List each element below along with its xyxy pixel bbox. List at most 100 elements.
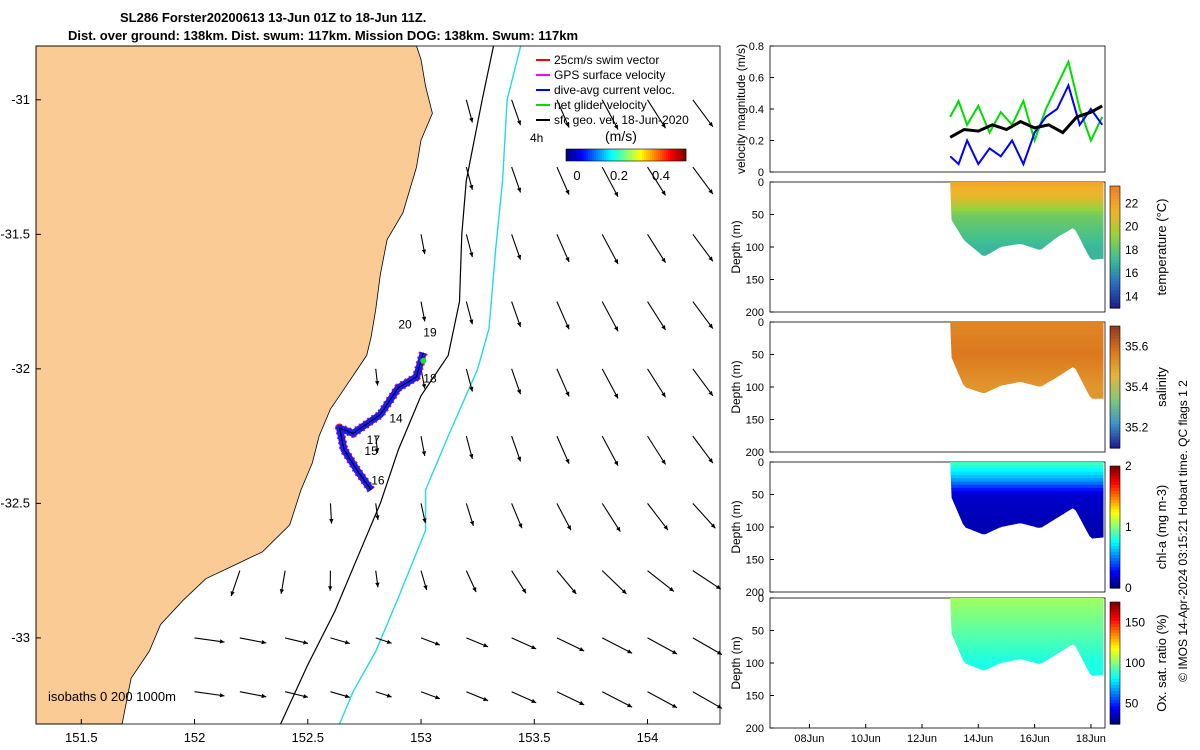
chla-colorbar-cell — [1110, 472, 1120, 476]
salinity-colorbar-cell — [1110, 408, 1120, 412]
oxygen-section-band — [950, 650, 1104, 654]
velocity-arrowhead — [669, 586, 674, 592]
salinity-colorbar-cell — [1110, 432, 1120, 437]
oxygen-colorbar-tick-label: 150 — [1125, 615, 1145, 629]
velocity-series-line — [949, 104, 1103, 139]
colorbar-cell — [646, 149, 649, 161]
oxygen-colorbar-cell — [1110, 708, 1120, 713]
velocity-arrow — [556, 166, 570, 195]
map-x-tick-label: 153.5 — [518, 730, 551, 745]
oxygen-colorbar-tick-label: 50 — [1125, 697, 1139, 711]
colorbar-cell — [654, 149, 657, 161]
temperature-colorbar-cell — [1110, 298, 1120, 303]
oxygen-colorbar-cell — [1110, 684, 1120, 688]
salinity-colorbar-cell — [1110, 423, 1120, 428]
colorbar-cell — [606, 149, 609, 161]
time-tick-label: 14Jun — [963, 733, 993, 745]
salinity-depth-tick-label: 0 — [758, 317, 764, 329]
oxygen-section-band — [950, 611, 1104, 615]
temperature-section-band — [950, 185, 1104, 189]
temperature-colorbar-label: temperature (°C) — [1154, 199, 1169, 296]
chla-section-band — [950, 501, 1104, 505]
temperature-colorbar-cell — [1110, 262, 1120, 266]
velocity-arrowhead — [621, 589, 627, 594]
salinity-colorbar-cell — [1110, 356, 1120, 361]
colorbar-cell — [678, 149, 681, 161]
colorbar-cell — [584, 149, 587, 161]
colorbar-cell — [618, 149, 621, 161]
title-line-2: Dist. over ground: 138km. Dist. swum: 11… — [68, 28, 579, 43]
velocity-arrowhead — [661, 459, 666, 465]
temperature-colorbar-cell — [1110, 304, 1120, 309]
salinity-section-band — [950, 325, 1104, 329]
chla-colorbar-tick-label: 0 — [1125, 581, 1132, 595]
velocity-arrow — [692, 691, 723, 709]
velocity-arrowhead — [661, 324, 666, 330]
temperature-colorbar-cell — [1110, 204, 1120, 208]
colorbar-cell — [642, 149, 645, 161]
velocity-arrow — [692, 368, 714, 397]
colorbar-cell — [572, 149, 575, 161]
salinity-colorbar-cell — [1110, 390, 1120, 394]
salinity-colorbar-cell — [1110, 435, 1120, 440]
oxygen-section-band — [950, 643, 1104, 648]
temperature-colorbar-tick-label: 22 — [1125, 196, 1139, 210]
velocity-axes-frame — [769, 45, 1106, 173]
isobath-1000m-line — [338, 45, 522, 725]
salinity-colorbar-tick-label: 35.6 — [1125, 339, 1149, 353]
velocity-arrow — [601, 99, 619, 130]
colorbar-cell — [616, 149, 619, 161]
oxygen-section-band — [950, 656, 1104, 661]
glider-path-line — [338, 352, 424, 491]
chla-colorbar-cell — [1110, 542, 1120, 546]
chla-colorbar-cell — [1110, 466, 1120, 470]
salinity-colorbar-cell — [1110, 444, 1120, 449]
oxygen-colorbar-cell — [1110, 693, 1120, 698]
velocity-arrow — [647, 637, 678, 655]
colorbar-cell — [630, 149, 633, 161]
velocity-arrowhead — [230, 591, 235, 597]
salinity-section-band — [950, 370, 1104, 375]
salinity-depth-tick-label: 150 — [746, 415, 764, 427]
chla-colorbar-cell — [1110, 554, 1120, 559]
land-area — [35, 45, 433, 725]
velocity-arrowhead — [708, 458, 713, 464]
chla-section-band — [950, 488, 1104, 492]
oxygen-colorbar-cell — [1110, 672, 1120, 676]
oxygen-colorbar-cell — [1110, 641, 1120, 646]
oxygen-depth-ylabel: Depth (m) — [729, 636, 743, 689]
velocity-arrowhead — [661, 190, 666, 196]
velocity-arrowhead — [613, 460, 619, 466]
map-y-tick-label: -33 — [11, 630, 30, 645]
oxygen-colorbar-cell — [1110, 714, 1120, 719]
colorbar-cell — [588, 149, 591, 161]
colorbar-cell — [664, 149, 667, 161]
chla-depth-ylabel: Depth (m) — [729, 500, 743, 553]
colorbar-tick-label: 0.4 — [652, 168, 670, 183]
velocity-arrow — [692, 637, 723, 656]
temperature-colorbar-cell — [1110, 277, 1120, 282]
temperature-section-band — [950, 230, 1104, 235]
temperature-colorbar-cell — [1110, 253, 1120, 257]
oxygen-colorbar-cell — [1110, 656, 1120, 661]
salinity-section-band — [950, 348, 1104, 352]
velocity-arrowhead — [708, 390, 713, 396]
temperature-colorbar-cell — [1110, 210, 1120, 215]
chla-section-band — [950, 497, 1104, 502]
temperature-section-band — [950, 204, 1104, 209]
salinity-colorbar-cell — [1110, 411, 1120, 416]
salinity-depth-ylabel: Depth (m) — [729, 360, 743, 413]
temperature-section-band — [950, 182, 1104, 186]
velocity-y-tick-label: 0.4 — [749, 104, 764, 116]
oxygen-colorbar-cell — [1110, 620, 1120, 624]
time-tick-label: 18Jun — [1076, 733, 1106, 745]
velocity-arrowhead — [279, 589, 285, 594]
velocity-arrow — [601, 691, 633, 708]
salinity-colorbar-cell — [1110, 399, 1120, 403]
chla-colorbar-cell — [1110, 514, 1120, 519]
colorbar-cell — [682, 149, 685, 161]
chla-colorbar-cell — [1110, 545, 1120, 549]
salinity-colorbar-cell — [1110, 365, 1120, 370]
velocity-arrow — [601, 166, 619, 197]
